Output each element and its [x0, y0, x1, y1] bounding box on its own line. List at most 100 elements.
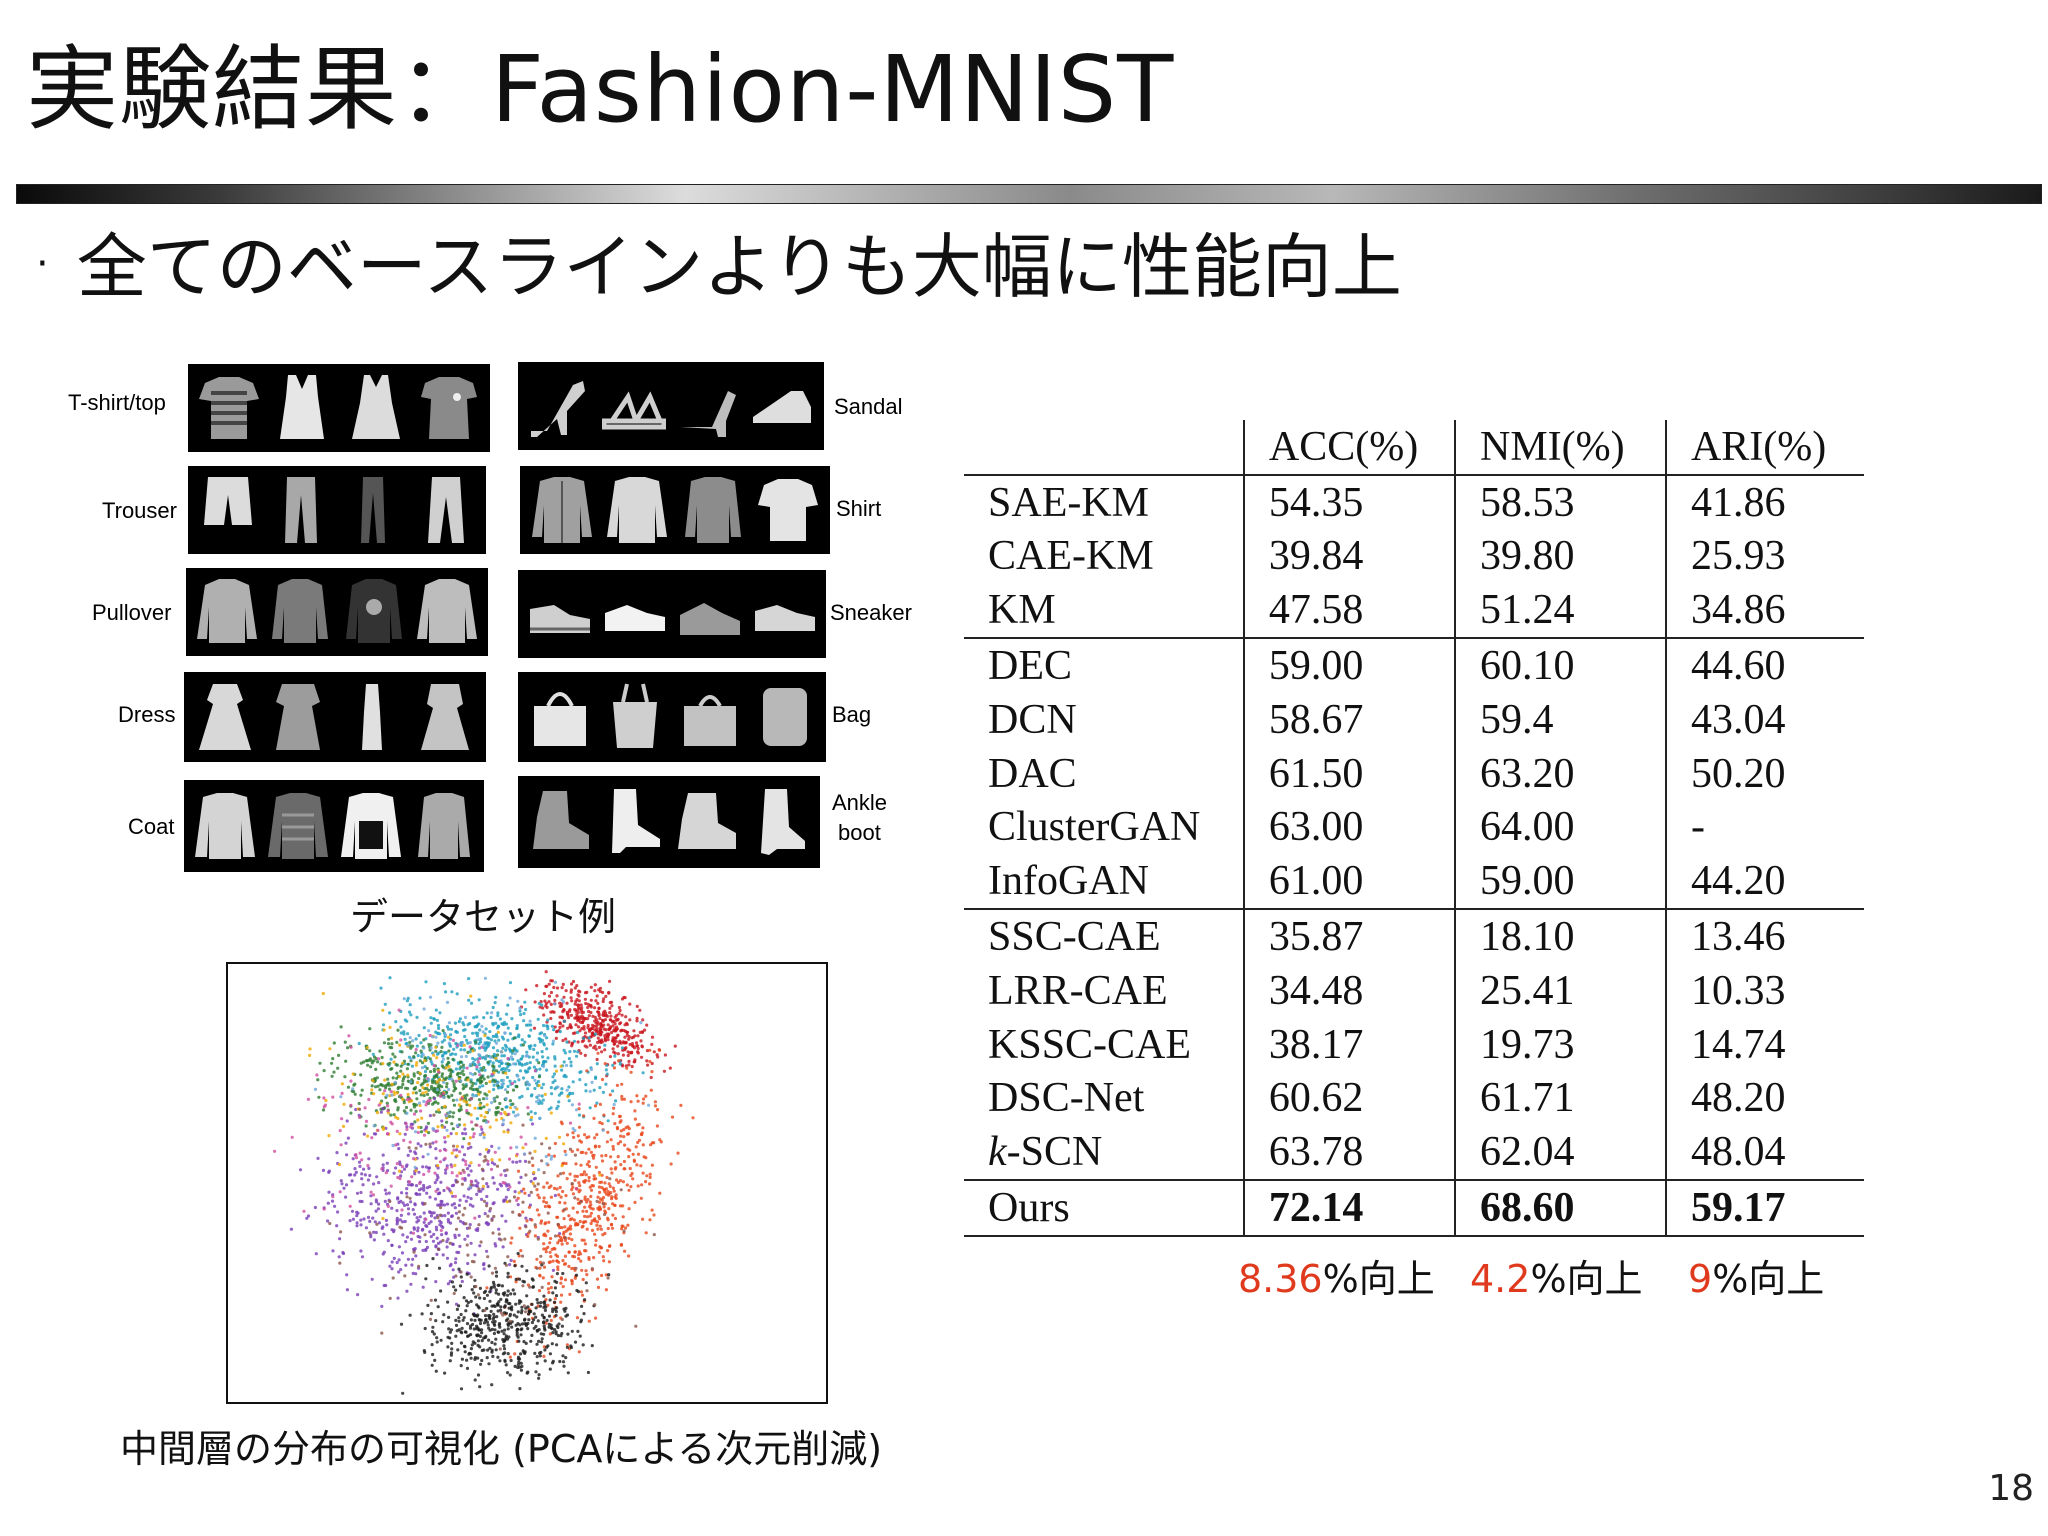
- method-cell: SSC-CAE: [988, 914, 1161, 961]
- coat-icon: [340, 793, 401, 859]
- scatter-point: [487, 1036, 491, 1040]
- scatter-point: [542, 1305, 546, 1309]
- scatter-point: [581, 1209, 585, 1213]
- scatter-point: [621, 1053, 625, 1057]
- scatter-point: [503, 1043, 507, 1047]
- scatter-point: [608, 979, 612, 983]
- scatter-point: [482, 1321, 487, 1325]
- ari-cell: 44.20: [1664, 854, 1864, 911]
- table-row: KSSC-CAE 38.17 19.73 14.74: [964, 1017, 1864, 1072]
- scatter-point: [506, 1056, 510, 1061]
- category-label: Coat: [128, 814, 175, 839]
- scatter-point: [604, 1288, 608, 1292]
- ari-cell: 34.86: [1664, 583, 1864, 640]
- scatter-point: [530, 1218, 534, 1222]
- scatter-point: [617, 1005, 621, 1010]
- scatter-point: [632, 1159, 637, 1163]
- scatter-point: [466, 1146, 470, 1150]
- scatter-point: [469, 1179, 473, 1183]
- scatter-point: [513, 1080, 517, 1084]
- scatter-point: [549, 1236, 553, 1241]
- scatter-point: [670, 1115, 675, 1119]
- scatter-point: [432, 1075, 436, 1080]
- scatter-point: [419, 1109, 423, 1113]
- scatter-point: [594, 1029, 598, 1033]
- scatter-point: [593, 1145, 597, 1149]
- scatter-point: [499, 1308, 503, 1312]
- scatter-point: [438, 1160, 443, 1164]
- scatter-point: [551, 1331, 555, 1335]
- scatter-point: [624, 1015, 628, 1019]
- scatter-point: [516, 1251, 520, 1256]
- scatter-point: [547, 982, 551, 986]
- scatter-point: [470, 1084, 474, 1088]
- scatter-point: [436, 1093, 440, 1097]
- scatter-point: [389, 1120, 393, 1124]
- scatter-point: [506, 1026, 510, 1030]
- scatter-point: [273, 1149, 277, 1153]
- scatter-point: [315, 1073, 319, 1077]
- scatter-point: [392, 1060, 396, 1064]
- scatter-point: [590, 1219, 594, 1223]
- scatter-point: [377, 1221, 381, 1225]
- scatter-point: [518, 1323, 522, 1327]
- scatter-point: [612, 1038, 616, 1042]
- scatter-point: [459, 1270, 463, 1274]
- scatter-point: [359, 1223, 363, 1227]
- scatter-point: [558, 1030, 562, 1034]
- scatter-point: [570, 1282, 574, 1286]
- scatter-point: [413, 1130, 418, 1134]
- scatter-point: [622, 1159, 626, 1164]
- scatter-point: [560, 1324, 564, 1328]
- scatter-point: [595, 1133, 599, 1137]
- scatter-point: [625, 1183, 629, 1187]
- nmi-cell: 18.10: [1453, 909, 1666, 964]
- scatter-point: [652, 1233, 656, 1237]
- scatter-point: [452, 1144, 456, 1148]
- scatter-point: [513, 1352, 517, 1356]
- scatter-point: [531, 1285, 535, 1289]
- scatter-point: [628, 1042, 632, 1047]
- scatter-point: [485, 1182, 489, 1186]
- scatter-point: [460, 1145, 465, 1149]
- scatter-point: [638, 1030, 642, 1034]
- scatter-point: [584, 1269, 588, 1273]
- scatter-point: [429, 1060, 433, 1064]
- scatter-point: [499, 1305, 503, 1309]
- scatter-point: [527, 1193, 531, 1197]
- scatter-point: [489, 1287, 493, 1291]
- scatter-point: [414, 1109, 418, 1113]
- scatter-point: [450, 1171, 454, 1175]
- scatter-point: [641, 1071, 645, 1075]
- scatter-point: [317, 1095, 321, 1099]
- scatter-point: [490, 1340, 494, 1345]
- scatter-point: [484, 1110, 488, 1114]
- scatter-point: [627, 1155, 631, 1159]
- scatter-point: [626, 1053, 630, 1058]
- scatter-point: [369, 1065, 373, 1069]
- scatter-point: [512, 1036, 516, 1040]
- scatter-point: [382, 1041, 386, 1045]
- scatter-point: [436, 1129, 440, 1133]
- scatter-point: [423, 1056, 427, 1060]
- scatter-point: [526, 1087, 530, 1091]
- scatter-point: [653, 1104, 658, 1108]
- scatter-point: [506, 1090, 510, 1094]
- scatter-point: [530, 1122, 535, 1126]
- scatter-point: [579, 1163, 583, 1167]
- scatter-point: [417, 1101, 422, 1105]
- scatter-point: [405, 1111, 409, 1115]
- scatter-point: [442, 1203, 447, 1207]
- scatter-point: [556, 1241, 560, 1245]
- scatter-point: [544, 1001, 548, 1006]
- scatter-point: [445, 1120, 449, 1124]
- scatter-point: [533, 1000, 537, 1004]
- scatter-point: [427, 1077, 431, 1082]
- ankle-boot-icon: [761, 789, 806, 855]
- scatter-point: [620, 1013, 624, 1017]
- pullover-icon: [345, 579, 402, 643]
- scatter-point: [569, 988, 573, 992]
- scatter-point: [417, 1033, 421, 1038]
- scatter-point: [534, 1315, 538, 1319]
- scatter-point: [436, 1041, 440, 1045]
